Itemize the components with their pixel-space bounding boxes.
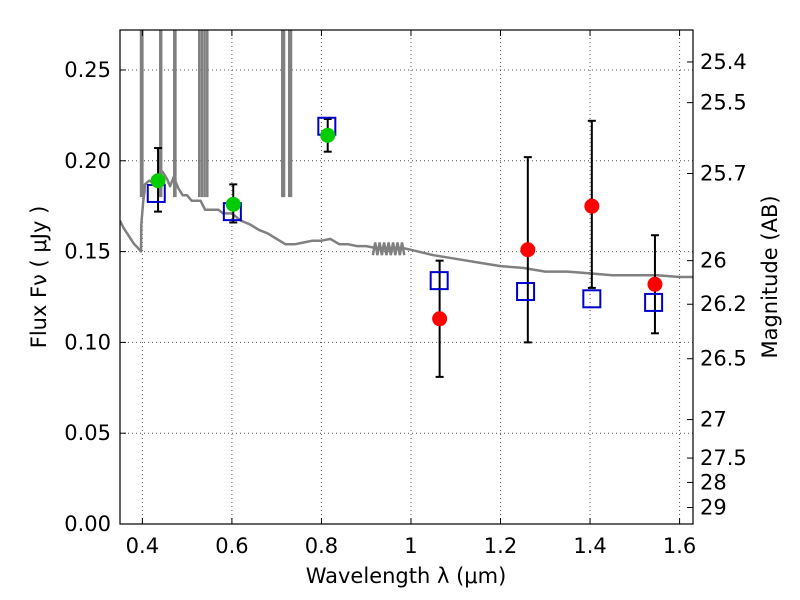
mag-tick-label: 25.5 — [700, 91, 747, 115]
nir-point — [520, 242, 536, 258]
y-tick-label: 0.15 — [64, 240, 111, 264]
mag-tick-label: 26.2 — [700, 292, 747, 316]
y-axis-label: Flux Fν ( μJy ) — [27, 206, 51, 349]
model-spectrum-line — [120, 170, 693, 279]
model-emission-spike — [139, 30, 144, 198]
model-absorption-feature — [371, 242, 406, 256]
axes: 0.4 0.6 0.8 1 1.2 1.4 1.6 0.00 0.05 0.10 0.15 0.20 0… — [64, 30, 747, 558]
x-tick-label: 0.4 — [126, 534, 159, 558]
mag-tick-label: 29 — [700, 495, 727, 519]
mag-tick-label: 25.4 — [700, 50, 747, 74]
mag-tick-label: 27 — [700, 408, 727, 432]
optical-point — [225, 196, 241, 212]
mag-tick-label: 26 — [700, 249, 727, 273]
x-tick-label: 1.6 — [663, 534, 696, 558]
y2-axis-label: Magnitude (AB) — [758, 195, 782, 358]
model-photometry-square — [644, 292, 664, 312]
y-tick-label: 0.25 — [64, 58, 111, 82]
y-tick-label: 0.20 — [64, 149, 111, 173]
x-tick-label: 0.8 — [305, 534, 338, 558]
y-tick-label: 0.10 — [64, 330, 111, 354]
model-emission-spike — [281, 30, 286, 198]
mag-tick-label: 25.7 — [700, 161, 747, 185]
y-tick-label: 0.05 — [64, 421, 111, 445]
nir-point — [647, 276, 663, 292]
optical-point — [150, 173, 166, 189]
plot-frame — [119, 29, 694, 525]
grid — [120, 30, 693, 525]
model-emission-spike — [203, 30, 209, 198]
mag-tick-label: 28 — [700, 470, 727, 494]
nir-point — [584, 198, 600, 214]
model-emission-spike — [287, 30, 293, 198]
model-emission-spike — [173, 30, 177, 198]
optical-point — [320, 127, 336, 143]
y-tick-label: 0.00 — [64, 512, 111, 536]
mag-tick-label: 26.5 — [700, 347, 747, 371]
x-tick-label: 1.2 — [484, 534, 517, 558]
model-photometry-square — [582, 289, 602, 309]
model-emission-spike — [159, 30, 163, 198]
mag-tick-label: 27.5 — [700, 446, 747, 470]
model-photometry-square — [429, 271, 449, 291]
x-tick-label: 1.4 — [573, 534, 606, 558]
model-photometry-square — [516, 282, 536, 302]
x-axis-label: Wavelength λ (μm) — [306, 564, 507, 588]
x-tick-label: 0.6 — [215, 534, 248, 558]
x-tick-label: 1 — [404, 534, 417, 558]
nir-point — [432, 311, 448, 327]
plot-area — [120, 30, 693, 378]
model-emission-spike — [197, 30, 204, 198]
